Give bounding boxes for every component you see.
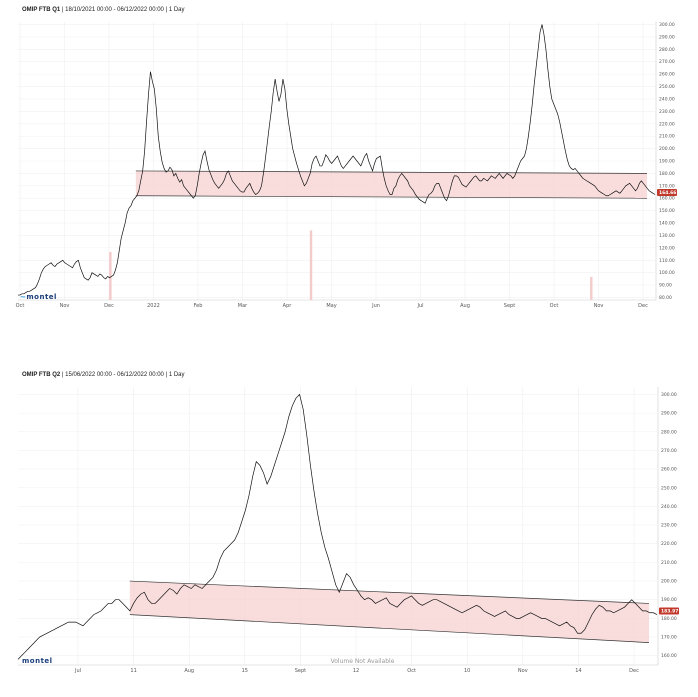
- volume-bar: [309, 230, 313, 300]
- x-tick-label: Apr: [283, 303, 293, 309]
- y-tick-label: 270.00: [659, 59, 675, 65]
- chart-title-q2: OMIP FTB Q2 | 15/06/2022 00:00 - 06/12/2…: [22, 372, 185, 378]
- x-tick-label: Sept: [504, 303, 515, 309]
- y-tick-label: 240.00: [659, 96, 675, 102]
- chart-panel-q1: OMIP FTB Q1 | 18/10/2021 00:00 - 06/12/2…: [0, 0, 698, 330]
- price-chart-q1[interactable]: Oct Nov Dec 2022 Feb Mar Apr May Jun Jul Aug Sept Oc…: [0, 0, 698, 330]
- y-tick-label: 250.00: [659, 84, 675, 90]
- price-chart-q2[interactable]: Jul 11 Aug 15 Sept 12 Oct 10 Nov 14 Dec 300.00 290.0…: [0, 365, 698, 697]
- x-tick-label: Mar: [238, 303, 248, 309]
- y-tick-label: 200.00: [661, 579, 677, 585]
- chart-title-interval: 1 Day: [168, 372, 185, 378]
- y-tick-label: 270.00: [661, 448, 677, 454]
- x-tick-label: Oct: [16, 303, 25, 309]
- y-tick-label: 180.00: [661, 616, 677, 622]
- y-tick-label: 160.00: [661, 653, 677, 659]
- y-tick-label: 300.00: [659, 22, 675, 28]
- y-tick-label: 210.00: [661, 560, 677, 566]
- y-tick-label: 150.00: [659, 208, 675, 214]
- x-tick-label: 2022: [147, 303, 160, 309]
- y-tick-label: 130.00: [659, 233, 675, 239]
- y-tick-label: 120.00: [659, 245, 675, 251]
- y-tick-label: 210.00: [659, 134, 675, 140]
- price-line: [17, 393, 658, 660]
- x-tick-label: Nov: [518, 668, 528, 674]
- price-tag-bg: [659, 607, 679, 615]
- x-tick-label: Aug: [460, 303, 470, 309]
- y-tick-label: 240.00: [661, 504, 677, 510]
- channel-band: [129, 581, 649, 643]
- chart-title-q1: OMIP FTB Q1 | 18/10/2021 00:00 - 06/12/2…: [22, 7, 185, 13]
- y-tick-label: 110.00: [659, 258, 675, 264]
- y-tick-label: 170.00: [661, 635, 677, 641]
- y-tick-label: 220.00: [659, 121, 675, 127]
- montel-logo: ~montel: [20, 293, 57, 301]
- y-tick-label: 80.00: [659, 295, 672, 301]
- y-tick-label: 160.00: [659, 196, 675, 202]
- chart-title-range: 15/06/2022 00:00 - 06/12/2022 00:00: [65, 372, 164, 378]
- y-tick-label: 230.00: [659, 109, 675, 115]
- last-price-tag: 183.97: [659, 607, 679, 615]
- x-tick-label: Jun: [371, 303, 380, 309]
- channel-lower-line: [129, 614, 650, 643]
- montel-logo: montel: [22, 657, 53, 665]
- y-tick-label: 290.00: [659, 34, 675, 40]
- channel-lower-line: [135, 195, 648, 199]
- y-tick-label: 170.00: [659, 183, 675, 189]
- y-tick-label: 280.00: [661, 429, 677, 435]
- x-tick-label: Nov: [60, 303, 70, 309]
- x-tick-label: Aug: [184, 668, 194, 674]
- y-tick-label: 220.00: [661, 541, 677, 547]
- volume-note: Volume Not Available: [331, 658, 395, 665]
- x-tick-label: May: [326, 303, 336, 309]
- chart-title-name: OMIP FTB Q2: [22, 372, 61, 378]
- price-line: [18, 24, 656, 296]
- channel-upper-line: [129, 580, 650, 604]
- channel-band: [135, 170, 647, 199]
- last-price-tag: 164.66: [657, 188, 677, 196]
- y-tick-label: 100.00: [659, 270, 675, 276]
- chart-title-range: 18/10/2021 00:00 - 06/12/2022 00:00: [65, 7, 164, 13]
- x-tick-label: Jul: [416, 303, 423, 309]
- y-tick-label: 280.00: [659, 47, 675, 53]
- x-tick-label: Sept: [295, 668, 306, 674]
- x-tick-label: 11: [130, 668, 136, 674]
- x-tick-label: Nov: [594, 303, 604, 309]
- x-tick-label: 12: [353, 668, 359, 674]
- y-tick-label: 290.00: [661, 411, 677, 417]
- x-tick-label: Oct: [407, 668, 416, 674]
- y-tick-label: 140.00: [659, 221, 675, 227]
- y-tick-label: 190.00: [661, 597, 677, 603]
- logo-text: montel: [22, 657, 53, 665]
- x-tick-label: Dec: [104, 303, 114, 309]
- y-tick-label: 190.00: [659, 159, 675, 165]
- y-tick-label: 180.00: [659, 171, 675, 177]
- y-tick-label: 300.00: [661, 392, 677, 398]
- volume-bar: [109, 252, 112, 300]
- y-tick-label: 90.00: [659, 283, 672, 289]
- logo-text: montel: [26, 293, 57, 301]
- x-tick-label: 14: [575, 668, 581, 674]
- x-tick-label: Dec: [638, 303, 648, 309]
- price-tag-label: 164.66: [659, 190, 676, 196]
- x-tick-label: Jul: [74, 668, 81, 674]
- price-tag-label: 183.97: [661, 609, 678, 615]
- y-tick-label: 200.00: [659, 146, 675, 152]
- x-tick-label: Feb: [194, 303, 203, 309]
- price-tag-bg: [657, 188, 677, 196]
- x-tick-label: Dec: [629, 668, 639, 674]
- y-tick-label: 260.00: [659, 72, 675, 78]
- chart-title-interval: 1 Day: [168, 7, 185, 13]
- y-tick-label: 230.00: [661, 523, 677, 529]
- channel-upper-line: [135, 170, 648, 174]
- chart-panel-q2: OMIP FTB Q2 | 15/06/2022 00:00 - 06/12/2…: [0, 365, 698, 697]
- x-tick-label: 10: [464, 668, 470, 674]
- y-tick-label: 250.00: [661, 485, 677, 491]
- x-tick-label: 15: [242, 668, 248, 674]
- y-tick-label: 260.00: [661, 467, 677, 473]
- volume-bar: [590, 276, 593, 300]
- chart-title-name: OMIP FTB Q1: [22, 7, 61, 13]
- x-tick-label: Oct: [550, 303, 559, 309]
